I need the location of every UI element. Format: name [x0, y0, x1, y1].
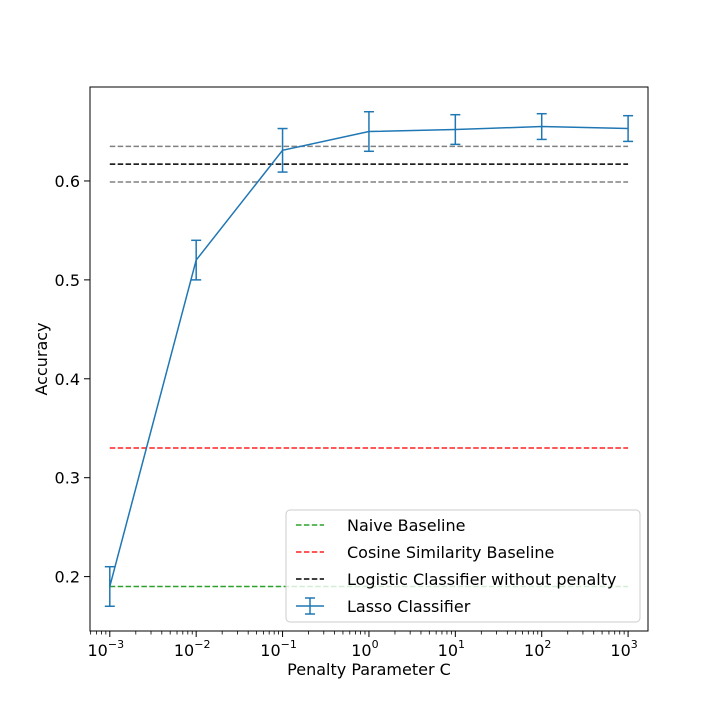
x-axis-label: Penalty Parameter C: [287, 660, 451, 679]
lasso-classifier-series: [104, 110, 634, 608]
legend-label: Cosine Similarity Baseline: [347, 543, 554, 562]
legend-label: Lasso Classifier: [347, 597, 471, 616]
y-tick-label: 0.4: [55, 370, 80, 389]
x-tick-label: 101: [438, 638, 465, 660]
x-tick-label: 103: [610, 638, 637, 660]
legend-box: [285, 509, 641, 623]
y-axis-label: Accuracy: [32, 322, 51, 395]
x-tick-label: 100: [351, 638, 378, 660]
x-tick-label: 102: [524, 638, 551, 660]
x-tick-label: 10−1: [260, 638, 297, 660]
y-tick-label: 0.2: [55, 568, 80, 587]
x-axis: 10−3 10−2 10−1 100 101 102 103: [88, 631, 638, 660]
y-tick-label: 0.5: [55, 271, 80, 290]
x-tick-label: 10−3: [88, 638, 125, 660]
error-bar: [623, 114, 634, 143]
y-axis: 0.2 0.3 0.4 0.5 0.6: [55, 172, 90, 587]
error-bar: [363, 110, 374, 153]
legend: Naive Baseline Cosine Similarity Baseline…: [285, 509, 641, 623]
error-bar: [450, 113, 461, 146]
legend-item: Lasso Classifier: [296, 597, 471, 616]
error-bar: [191, 239, 202, 281]
legend-item: Naive Baseline: [296, 516, 465, 535]
error-bar: [277, 127, 288, 173]
legend-label: Logistic Classifier without penalty: [347, 570, 616, 589]
y-tick-label: 0.6: [55, 172, 80, 191]
legend-item: Logistic Classifier without penalty: [296, 570, 616, 589]
error-bar: [104, 565, 115, 608]
x-tick-label: 10−2: [174, 638, 211, 660]
error-bar: [536, 112, 547, 141]
y-tick-label: 0.3: [55, 469, 80, 488]
legend-label: Naive Baseline: [347, 516, 465, 535]
legend-item: Cosine Similarity Baseline: [296, 543, 554, 562]
